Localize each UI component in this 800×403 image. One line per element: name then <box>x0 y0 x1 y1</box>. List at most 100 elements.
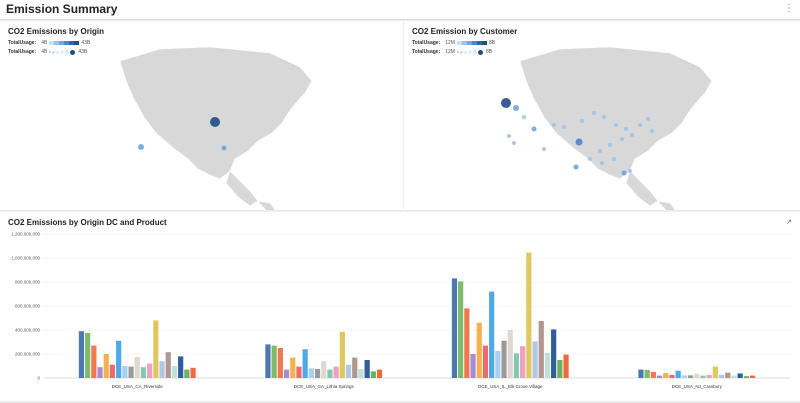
bar <box>712 366 718 378</box>
bar <box>743 376 749 378</box>
map-bubble <box>588 157 592 161</box>
bar <box>128 366 134 378</box>
bar <box>370 371 376 378</box>
bar <box>165 352 171 378</box>
bar <box>731 375 737 378</box>
customer-map[interactable] <box>404 21 800 210</box>
expand-icon[interactable]: ↗ <box>786 219 792 226</box>
legend-min: 4B <box>41 49 48 55</box>
map-bubble <box>620 137 624 141</box>
app-header: Emission Summary ⋮ <box>0 0 800 20</box>
bar <box>140 367 147 378</box>
legend-max: 8B <box>488 40 496 46</box>
x-tick-label: DCE_USA_GA_Lithia Springs <box>294 384 355 389</box>
bar <box>663 372 669 378</box>
map-bubble <box>628 169 632 173</box>
bar <box>333 366 339 378</box>
bar <box>694 373 700 378</box>
bar <box>526 252 532 378</box>
bar <box>134 357 140 378</box>
y-tick-label: 200,000,000 <box>15 352 41 357</box>
bar <box>681 375 687 378</box>
map-bubble <box>501 98 511 108</box>
map-bubble <box>614 123 618 127</box>
bar <box>327 369 333 378</box>
map-bubbles <box>138 117 227 151</box>
panel-customer-map: CO2 Emission by Customer TotalUsage: 12M… <box>404 21 800 210</box>
bar <box>520 346 526 378</box>
bar <box>476 322 482 378</box>
bar <box>700 375 706 378</box>
map-bubble <box>592 111 596 115</box>
bar <box>563 354 569 378</box>
x-tick-label: DCE_USA_IL_Elk Grove Village <box>478 384 543 389</box>
bar <box>271 345 277 378</box>
bar <box>706 375 712 378</box>
map-bubble <box>580 119 584 123</box>
bar-chart[interactable]: 0 200,000,000 400,000,000 600,000,000 800,00… <box>0 212 800 401</box>
bar <box>364 360 370 378</box>
bar <box>283 369 290 378</box>
map-land <box>119 46 313 210</box>
bar <box>122 366 128 378</box>
bar <box>290 357 296 378</box>
legend-min: 12M <box>445 49 455 55</box>
land-shape-0 <box>519 46 713 180</box>
origin-map[interactable] <box>0 21 403 210</box>
panel-bar-chart: CO2 Emissions by Origin DC and Product ↗… <box>0 212 800 401</box>
y-tick-label: 600,000,000 <box>15 304 41 309</box>
y-tick-label: 400,000,000 <box>15 328 41 333</box>
more-options-icon[interactable]: ⋮ <box>784 3 794 14</box>
map-bubble <box>210 117 220 127</box>
x-tick-label: DCE_USA_CA_Riverside <box>112 384 164 389</box>
bar <box>650 372 656 378</box>
bar <box>159 361 165 378</box>
bar <box>339 331 345 378</box>
legend-bubbles <box>456 49 484 55</box>
bar <box>265 344 271 378</box>
bar <box>482 345 489 378</box>
map-bubble <box>650 129 654 133</box>
bar <box>638 369 644 378</box>
map-bubble <box>552 123 556 127</box>
page-title: Emission Summary <box>6 2 118 16</box>
bar <box>97 367 103 378</box>
legend-size: TotalUsage: 4B 43B <box>8 48 89 56</box>
y-tick-label: 1,200,000,000 <box>11 232 40 237</box>
bar <box>153 320 159 378</box>
x-tick-label: DCE_USA_NJ_Cranbury <box>672 384 723 389</box>
map-bubble <box>646 117 650 121</box>
bar <box>656 375 663 378</box>
bar <box>178 356 184 378</box>
bar <box>489 291 495 378</box>
bar <box>302 349 308 378</box>
y-tick-label: 1,000,000,000 <box>11 256 40 261</box>
bar <box>109 364 116 378</box>
bar <box>725 372 731 378</box>
panel-origin-map: CO2 Emissions by Origin TotalUsage: 4B 4… <box>0 21 403 210</box>
map-bubble <box>573 164 579 170</box>
bar <box>557 360 563 378</box>
legend-label: TotalUsage: <box>8 40 37 46</box>
bar <box>495 351 501 378</box>
bar <box>749 375 756 378</box>
bar <box>184 369 190 378</box>
bar <box>737 373 743 378</box>
map-bubble <box>512 141 516 145</box>
map-bubble <box>513 105 519 111</box>
bar <box>513 353 520 378</box>
bar <box>78 331 85 378</box>
bar <box>718 374 725 378</box>
legend-label: TotalUsage: <box>412 40 441 46</box>
map-bubble <box>612 157 616 161</box>
map-land <box>519 46 713 210</box>
map-bubbles <box>501 98 654 176</box>
bar <box>308 368 314 378</box>
bar <box>501 340 507 378</box>
bar <box>147 363 153 378</box>
map-bubble <box>542 147 546 151</box>
panel-title-bar: CO2 Emissions by Origin DC and Product <box>8 218 167 227</box>
bar <box>687 375 694 378</box>
legend-label: TotalUsage: <box>412 49 441 55</box>
map-bubble <box>138 144 144 150</box>
